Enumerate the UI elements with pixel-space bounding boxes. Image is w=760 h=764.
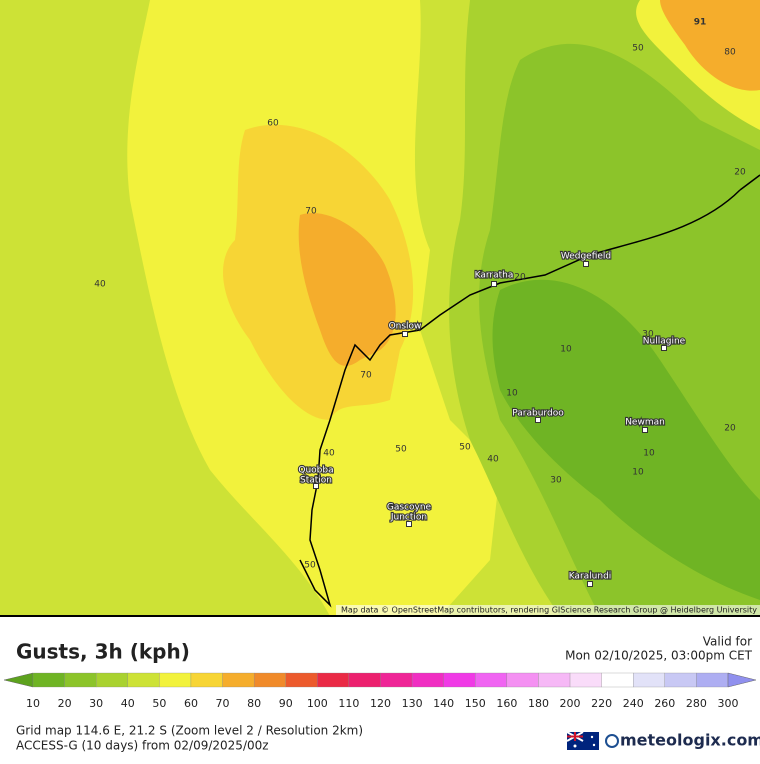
place-marker: [584, 262, 589, 267]
contour-label: 50: [395, 445, 407, 455]
place-label: Karratha: [475, 271, 514, 281]
contour-label: 50: [459, 443, 471, 453]
contour-label: 10: [560, 345, 572, 355]
contour-label: 40: [94, 280, 106, 290]
place-marker: [662, 346, 667, 351]
legend-label: 260: [654, 697, 675, 710]
legend-swatch: [665, 673, 697, 687]
contour-label: 20: [514, 273, 526, 283]
legend-swatch: [633, 673, 665, 687]
legend-label: 90: [279, 697, 293, 710]
legend-label: 240: [623, 697, 644, 710]
legend-swatch: [349, 673, 381, 687]
legend-swatch: [570, 673, 602, 687]
contour-label: 10: [643, 449, 655, 459]
valid-time: Mon 02/10/2025, 03:00pm CET: [565, 649, 753, 663]
legend-label: 200: [560, 697, 581, 710]
legend-swatch: [191, 673, 223, 687]
legend-swatch: [475, 673, 507, 687]
legend-label: 60: [184, 697, 198, 710]
legend-label: 10: [26, 697, 40, 710]
legend-label: 20: [58, 697, 72, 710]
legend-swatch: [507, 673, 539, 687]
legend-swatch: [444, 673, 476, 687]
legend-label: 300: [718, 697, 739, 710]
place-marker: [403, 332, 408, 337]
contour-label: 10: [506, 389, 518, 399]
place-label: Onslow: [389, 322, 422, 332]
legend-swatch: [696, 673, 728, 687]
contour-label: 30: [550, 476, 562, 486]
legend-label: 120: [370, 697, 391, 710]
legend-swatch: [412, 673, 444, 687]
place-marker: [536, 418, 541, 423]
contour-label: 40: [487, 455, 499, 465]
legend-label: 160: [496, 697, 517, 710]
place-label: Gascoyne: [387, 503, 432, 513]
title: Gusts, 3h (kph): [16, 640, 190, 664]
legend-swatch: [128, 673, 160, 687]
legend-arrow-right: [728, 673, 756, 687]
contour-label: 10: [632, 468, 644, 478]
contour-label: 91: [694, 18, 707, 28]
legend-swatch: [159, 673, 191, 687]
legend-label: 280: [686, 697, 707, 710]
legend-label: 50: [152, 697, 166, 710]
place-label: Wedgefield: [561, 252, 611, 262]
contour-label: 50: [304, 561, 316, 571]
place-marker: [643, 428, 648, 433]
contour-label: 50: [632, 44, 644, 54]
legend-swatch: [317, 673, 349, 687]
attribution: Map data © OpenStreetMap contributors, r…: [341, 606, 757, 615]
brand-icon: [606, 735, 618, 747]
place-marker: [314, 484, 319, 489]
legend-swatch: [65, 673, 97, 687]
legend-label: 40: [121, 697, 135, 710]
model-info: ACCESS-G (10 days) from 02/09/2025/00z: [16, 739, 269, 753]
map-border: [0, 615, 760, 617]
place-label: Quobba: [298, 466, 333, 476]
brand: meteologix.com: [620, 731, 760, 750]
legend-swatch: [254, 673, 286, 687]
legend-label: 220: [591, 697, 612, 710]
legend-label: 130: [402, 697, 423, 710]
place-label: Newman: [625, 418, 665, 428]
grid-info: Grid map 114.6 E, 21.2 S (Zoom level 2 /…: [16, 724, 363, 738]
legend-swatch: [602, 673, 634, 687]
legend-label: 110: [338, 697, 359, 710]
legend-swatch: [223, 673, 255, 687]
place-marker: [588, 582, 593, 587]
legend-label: 30: [89, 697, 103, 710]
contour-label: 60: [267, 119, 279, 129]
flag: [567, 732, 599, 750]
legend-swatch: [96, 673, 128, 687]
legend-swatch: [538, 673, 570, 687]
legend-swatch: [33, 673, 65, 687]
legend-label: 100: [307, 697, 328, 710]
legend-label: 150: [465, 697, 486, 710]
place-marker: [492, 282, 497, 287]
contour-label: 20: [734, 168, 746, 178]
legend-arrow-left: [4, 673, 33, 687]
legend-label: 80: [247, 697, 261, 710]
contour-label: 40: [323, 449, 335, 459]
legend-swatch: [286, 673, 318, 687]
legend-label: 70: [216, 697, 230, 710]
place-label: Karalundi: [569, 572, 612, 582]
contour-label: 80: [724, 48, 736, 58]
contour-label: 20: [724, 424, 736, 434]
legend-label: 140: [433, 697, 454, 710]
contour-label: 70: [305, 207, 317, 217]
map: [0, 0, 760, 617]
legend-label: 180: [528, 697, 549, 710]
legend-swatch: [381, 673, 413, 687]
valid-label: Valid for: [703, 635, 752, 649]
legend-bar: 10 20 30 40 50 60 70 80 90 100 110 120 130 140 150 160 1…: [4, 673, 756, 710]
place-marker: [407, 522, 412, 527]
contour-label: 70: [360, 371, 372, 381]
